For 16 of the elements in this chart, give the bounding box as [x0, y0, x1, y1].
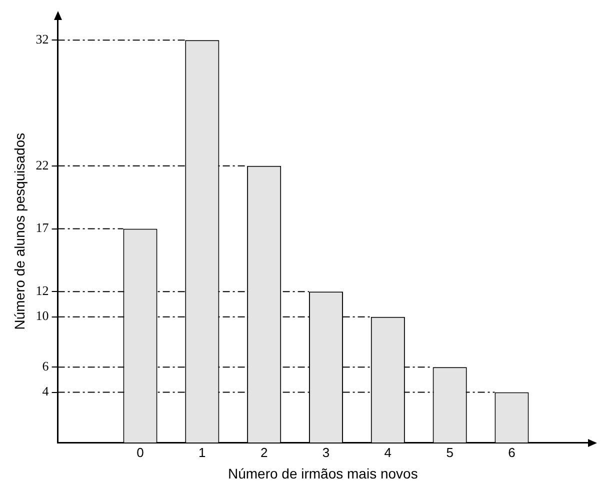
y-axis-title: Número de alunos pesquisados: [11, 132, 28, 330]
x-tick-label: 3: [322, 444, 330, 460]
y-tick-label: 6: [42, 358, 50, 374]
x-tick-label: 2: [260, 444, 268, 460]
x-tick-label: 0: [136, 444, 144, 460]
y-tick-label: 22: [36, 157, 49, 172]
y-tick-label: 10: [36, 308, 49, 324]
y-tick-label: 12: [36, 283, 49, 298]
y-tick-label: 17: [36, 220, 50, 236]
x-tick-label: 4: [384, 444, 392, 460]
x-tick-label: 1: [198, 444, 206, 460]
y-tick-label: 4: [42, 384, 50, 399]
x-tick-label: 6: [508, 444, 516, 460]
x-tick-label: 5: [446, 444, 454, 460]
x-axis-title: Número de irmãos mais novos: [228, 465, 418, 482]
y-tick-label: 32: [36, 32, 49, 47]
